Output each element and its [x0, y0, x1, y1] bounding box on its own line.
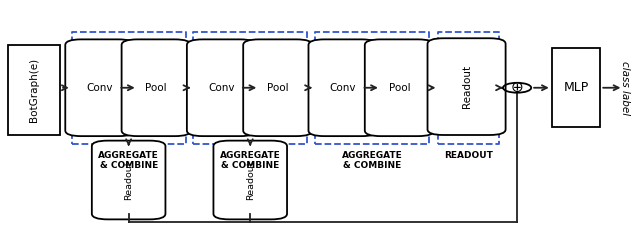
Bar — [552, 48, 600, 127]
FancyBboxPatch shape — [65, 39, 134, 136]
Text: Pool: Pool — [267, 83, 289, 93]
Text: Pool: Pool — [388, 83, 410, 93]
FancyBboxPatch shape — [365, 39, 434, 136]
FancyBboxPatch shape — [214, 141, 287, 219]
Text: BotGraph(e): BotGraph(e) — [29, 58, 39, 122]
Text: AGGREGATE
& COMBINE: AGGREGATE & COMBINE — [342, 151, 402, 170]
FancyBboxPatch shape — [122, 39, 191, 136]
Text: Conv: Conv — [208, 83, 235, 93]
Text: class label: class label — [620, 61, 630, 115]
Text: Readout: Readout — [124, 160, 133, 200]
Text: AGGREGATE
& COMBINE: AGGREGATE & COMBINE — [99, 151, 159, 170]
Text: Readout: Readout — [461, 65, 472, 108]
FancyBboxPatch shape — [187, 39, 256, 136]
Text: READOUT: READOUT — [444, 151, 493, 160]
Text: Conv: Conv — [330, 83, 356, 93]
FancyBboxPatch shape — [428, 38, 506, 135]
FancyBboxPatch shape — [243, 39, 312, 136]
Bar — [8, 45, 60, 135]
FancyBboxPatch shape — [92, 141, 165, 219]
Text: Pool: Pool — [145, 83, 167, 93]
Text: MLP: MLP — [563, 81, 589, 94]
Text: AGGREGATE
& COMBINE: AGGREGATE & COMBINE — [220, 151, 280, 170]
Text: Readout: Readout — [246, 160, 255, 200]
Text: $\oplus$: $\oplus$ — [511, 80, 524, 95]
FancyBboxPatch shape — [308, 39, 378, 136]
Text: Conv: Conv — [86, 83, 113, 93]
